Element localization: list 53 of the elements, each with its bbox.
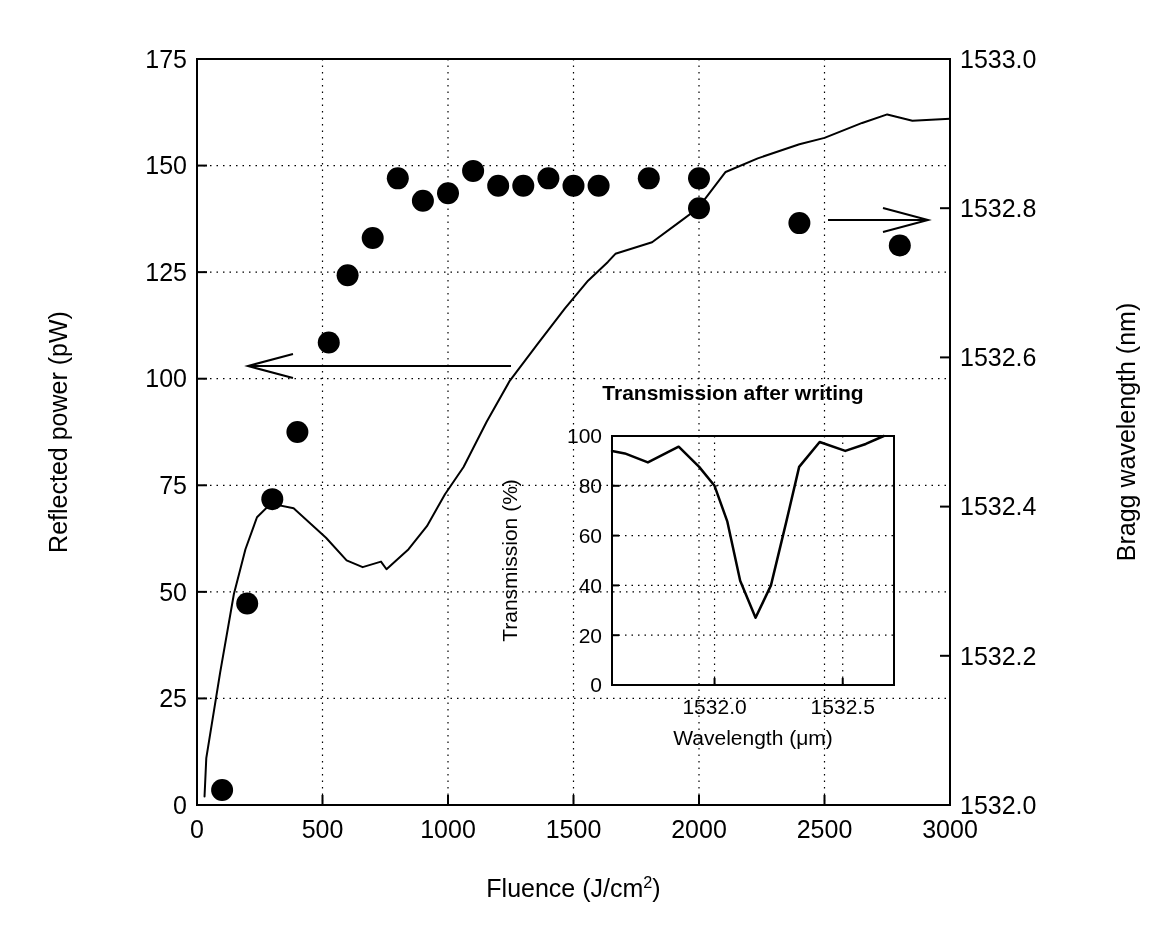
y2-axis-title: Bragg wavelength (nm): [1112, 302, 1140, 562]
x-tick-label: 500: [301, 815, 344, 843]
point: [537, 167, 560, 190]
y-tick-label: 50: [159, 577, 187, 606]
y-tick-label: 100: [145, 364, 187, 393]
y-axis-title: Transmission (%): [498, 479, 521, 642]
point: [562, 174, 585, 197]
point: [688, 167, 710, 190]
point: [487, 174, 510, 197]
point: [336, 264, 359, 287]
point: [261, 488, 284, 511]
y-tick-label: 0: [173, 790, 187, 819]
y-tick-label: 20: [578, 623, 602, 647]
point: [688, 197, 710, 220]
y-axis-title: Reflected power (pW): [44, 311, 72, 553]
y-tick-label: 100: [566, 424, 602, 448]
y-tick-label: 80: [578, 474, 602, 498]
y2-tick-label: 1532.4: [960, 492, 1037, 521]
y2-tick-label: 1533.0: [960, 44, 1037, 73]
point: [637, 167, 660, 190]
y-tick-label: 60: [578, 523, 602, 547]
point: [587, 174, 610, 197]
chart-title: Transmission after writing: [602, 381, 864, 404]
point: [512, 174, 535, 197]
y2-tick-label: 1532.2: [960, 641, 1037, 670]
x-tick-label: 2500: [796, 815, 853, 843]
y-tick-label: 0: [590, 673, 602, 697]
y-tick-label: 125: [145, 257, 187, 286]
y-tick-label: 175: [145, 44, 187, 73]
point: [888, 234, 911, 257]
y2-tick-label: 1532.8: [960, 193, 1037, 222]
point: [211, 779, 234, 802]
x-tick-label: 0: [190, 815, 204, 843]
y2-tick-label: 1532.6: [960, 343, 1037, 372]
x-axis-title: Wavelength (μm): [673, 726, 833, 749]
y-tick-label: 150: [145, 151, 187, 180]
point: [411, 189, 434, 212]
x-axis-title: Fluence (J/cm$^{2}$): [486, 873, 661, 902]
point: [236, 592, 259, 615]
y-tick-label: 25: [159, 684, 187, 713]
x-tick-label: 1500: [545, 815, 602, 843]
y-tick-label: 75: [159, 471, 187, 500]
point: [317, 331, 340, 354]
point: [286, 421, 309, 443]
x-tick-label: 2000: [671, 815, 727, 843]
point: [788, 212, 811, 235]
point: [437, 182, 459, 205]
point: [462, 159, 485, 182]
y-tick-label: 40: [578, 573, 602, 597]
point: [361, 227, 384, 250]
x-tick-label: 1000: [420, 815, 476, 843]
x-tick-label: 1532.5: [810, 695, 875, 718]
point: [386, 167, 409, 190]
